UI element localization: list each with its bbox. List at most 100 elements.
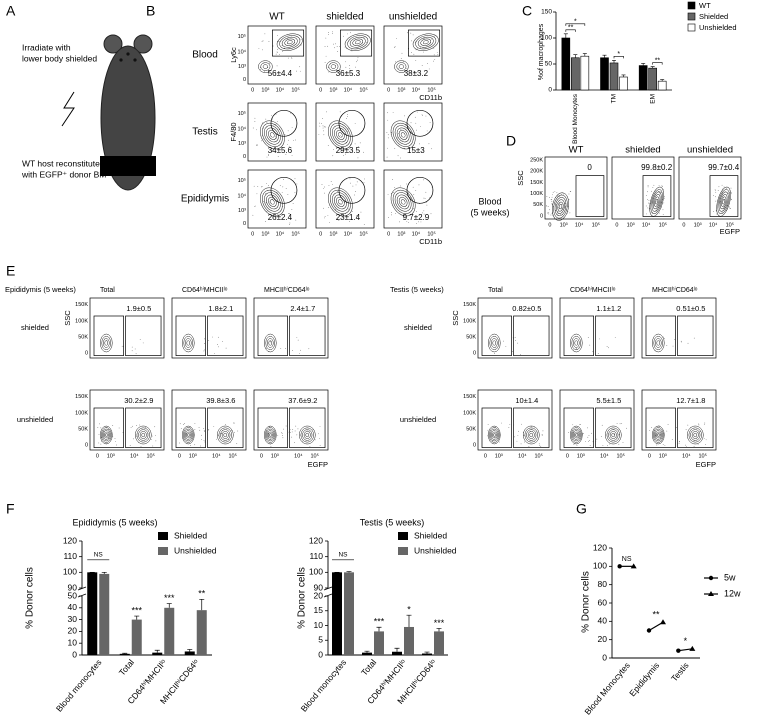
event-dot [564, 202, 566, 204]
event-dot [290, 112, 291, 114]
event-dot [289, 213, 291, 214]
contour [490, 428, 499, 442]
event-dot [674, 339, 676, 340]
legend-label: 12w [724, 588, 741, 598]
contour [103, 338, 110, 348]
event-dot [112, 425, 114, 426]
event-dot [363, 151, 364, 153]
contour [330, 122, 351, 147]
legend-swatch [687, 23, 696, 32]
event-dot [322, 118, 324, 119]
event-dot [258, 48, 260, 49]
y-axis-label: SSC [516, 170, 525, 186]
event-dot [417, 71, 419, 73]
event-dot [280, 348, 282, 349]
event-dot [652, 187, 654, 188]
contour [398, 64, 404, 69]
event-dot [340, 203, 342, 204]
contour [415, 35, 437, 50]
event-dot [430, 38, 432, 40]
contour [183, 427, 194, 443]
bar [619, 76, 628, 91]
event-dot [715, 196, 716, 198]
x-tick-label: 10³ [107, 453, 115, 459]
x-tick-label: Blood Monocytes [572, 93, 579, 144]
contour [258, 60, 273, 73]
caption: Irradiate with [22, 42, 71, 52]
event-dot [434, 58, 436, 60]
caption: WT host reconstituted [22, 158, 105, 168]
error-bar [660, 79, 665, 82]
y-tick-label: 50K [78, 426, 88, 432]
y-tick-label: 10⁴ [238, 126, 247, 133]
event-dot [573, 349, 574, 351]
event-dot [129, 445, 131, 446]
contour [492, 431, 497, 439]
contour [265, 427, 276, 443]
event-dot [296, 70, 297, 72]
contour [489, 336, 500, 350]
event-dot [419, 143, 421, 145]
event-dot [285, 425, 287, 427]
error-bar [154, 649, 160, 653]
event-dot [327, 145, 329, 146]
event-dot [336, 46, 338, 47]
event-dot [221, 433, 222, 434]
event-dot [522, 432, 524, 433]
bar [99, 573, 110, 655]
event-dot [256, 144, 258, 146]
contour [185, 430, 192, 440]
event-dot [600, 436, 602, 437]
event-dot [285, 154, 287, 155]
axis-break [323, 586, 333, 598]
legend-label: Shielded [174, 530, 207, 540]
event-dot [266, 183, 268, 184]
plot-frame [253, 297, 329, 359]
event-dot [592, 441, 594, 443]
y-tick-label: 110 [63, 551, 77, 561]
error-bar [650, 66, 655, 69]
event-dot [421, 65, 423, 66]
y-tick-label: 90 [314, 582, 324, 592]
event-dot [335, 197, 336, 198]
event-dot [663, 195, 665, 197]
event-dot [252, 214, 254, 216]
contour [652, 425, 665, 445]
event-dot [327, 67, 329, 68]
plot-frame [315, 25, 375, 85]
y-tick-label: 0 [602, 652, 607, 662]
event-dot [155, 435, 156, 436]
event-dot [271, 151, 273, 153]
event-dot [417, 221, 419, 223]
contour [267, 430, 274, 440]
significance: NS [94, 552, 104, 559]
event-dot [395, 61, 396, 63]
gate [289, 315, 326, 356]
contour [717, 189, 730, 215]
contour [270, 132, 275, 138]
event-dot [349, 65, 350, 66]
event-dot [410, 32, 412, 34]
x-tick-label: 10⁵ [427, 230, 435, 237]
event-dot [356, 61, 357, 63]
contour [186, 340, 191, 346]
event-dot [363, 182, 365, 183]
contour [420, 38, 432, 46]
y-tick-label: 10 [314, 620, 324, 630]
event-dot [321, 123, 322, 124]
event-dot [659, 191, 661, 193]
eye [119, 58, 123, 62]
error-bar [582, 53, 587, 57]
gate [645, 407, 676, 448]
event-dot [406, 221, 408, 222]
gate-value: 0.82±0.5 [512, 304, 541, 313]
event-dot [414, 71, 415, 73]
event-dot [340, 69, 341, 70]
event-dot [589, 445, 591, 446]
legend-marker [708, 575, 714, 581]
event-dot [552, 191, 554, 193]
event-dot [182, 424, 184, 425]
contour [139, 431, 147, 439]
y-tick-label: 15 [314, 605, 324, 615]
event-dot [676, 426, 677, 428]
